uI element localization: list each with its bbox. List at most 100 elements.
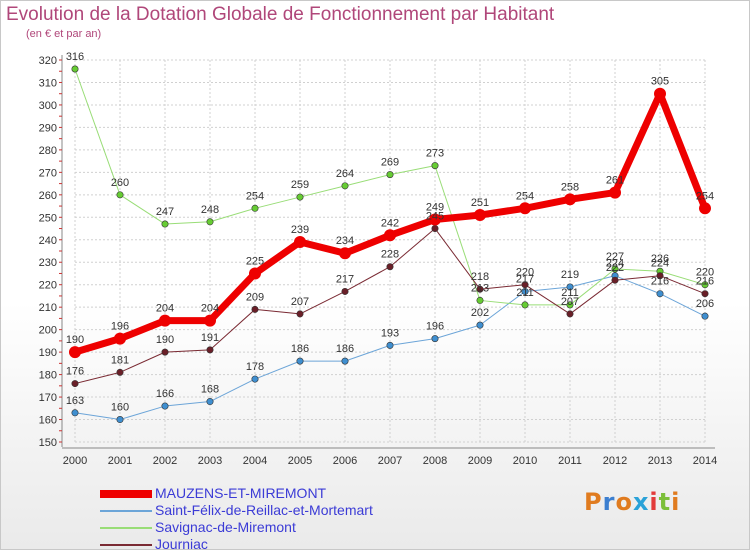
data-point-0 xyxy=(429,213,441,226)
data-point-1 xyxy=(386,341,394,349)
data-label-3: 207 xyxy=(561,296,579,308)
x-tick-label: 2009 xyxy=(468,455,492,467)
data-label-1: 160 xyxy=(111,402,129,414)
data-label-0: 190 xyxy=(66,334,84,346)
legend-item-2: Savignac-de-Miremont xyxy=(100,519,440,536)
data-point-0 xyxy=(249,267,261,280)
data-label-3: 181 xyxy=(111,354,129,366)
data-label-2: 264 xyxy=(336,168,354,180)
data-label-3: 224 xyxy=(651,258,669,270)
y-tick-label: 290 xyxy=(39,122,57,134)
data-point-2 xyxy=(296,193,304,201)
y-tick-label: 170 xyxy=(39,392,57,404)
data-label-2: 269 xyxy=(381,157,399,169)
data-point-2 xyxy=(701,281,709,289)
data-point-0 xyxy=(294,236,306,249)
data-point-3 xyxy=(116,368,124,376)
data-point-0 xyxy=(204,314,216,327)
data-label-0: 196 xyxy=(111,321,129,333)
data-point-3 xyxy=(206,346,214,354)
x-tick-label: 2004 xyxy=(243,455,267,467)
y-tick-label: 270 xyxy=(39,167,57,179)
data-point-3 xyxy=(386,263,394,271)
x-tick-label: 2014 xyxy=(693,455,717,467)
data-label-3: 222 xyxy=(606,262,624,274)
data-point-2 xyxy=(161,220,169,228)
data-label-3: 218 xyxy=(471,271,489,283)
data-point-3 xyxy=(251,305,259,313)
data-point-1 xyxy=(521,287,529,295)
x-tick-label: 2002 xyxy=(153,455,177,467)
logo-letter: P xyxy=(584,488,603,516)
data-label-0: 204 xyxy=(156,303,174,315)
data-point-2 xyxy=(521,301,529,309)
data-label-3: 245 xyxy=(426,211,444,223)
data-point-3 xyxy=(476,285,484,293)
data-label-0: 249 xyxy=(426,202,444,214)
data-label-2: 260 xyxy=(111,177,129,189)
data-label-0: 239 xyxy=(291,224,309,236)
data-label-2: 259 xyxy=(291,179,309,191)
logo-letter: o xyxy=(615,488,633,516)
legend-label: Saint-Félix-de-Reillac-et-Mortemart xyxy=(155,502,373,518)
data-label-1: 178 xyxy=(246,361,264,373)
data-label-2: 316 xyxy=(66,51,84,63)
data-point-1 xyxy=(656,290,664,298)
data-label-2: 254 xyxy=(246,190,264,202)
data-label-1: 224 xyxy=(606,258,624,270)
data-point-0 xyxy=(384,229,396,242)
x-tick-label: 2000 xyxy=(63,455,87,467)
data-label-3: 207 xyxy=(291,296,309,308)
x-tick-label: 2006 xyxy=(333,455,357,467)
data-label-3: 228 xyxy=(381,249,399,261)
data-label-1: 168 xyxy=(201,384,219,396)
y-tick-label: 160 xyxy=(39,415,57,427)
data-point-3 xyxy=(521,281,529,289)
data-point-2 xyxy=(116,191,124,199)
legend-label: Journiac xyxy=(155,536,208,552)
y-tick-label: 240 xyxy=(39,235,57,247)
data-label-3: 190 xyxy=(156,334,174,346)
data-point-1 xyxy=(476,321,484,329)
x-tick-label: 2010 xyxy=(513,455,537,467)
x-tick-label: 2001 xyxy=(108,455,132,467)
data-point-1 xyxy=(701,312,709,320)
data-label-1: 217 xyxy=(516,273,534,285)
data-label-0: 204 xyxy=(201,303,219,315)
logo-letter: r xyxy=(602,488,616,516)
data-label-1: 163 xyxy=(66,395,84,407)
y-tick-label: 280 xyxy=(39,145,57,157)
data-point-2 xyxy=(611,265,619,273)
data-point-1 xyxy=(296,357,304,365)
y-tick-label: 150 xyxy=(39,437,57,449)
data-label-3: 217 xyxy=(336,273,354,285)
y-tick-label: 220 xyxy=(39,280,57,292)
data-point-3 xyxy=(656,272,664,280)
data-label-0: 254 xyxy=(516,190,534,202)
data-label-3: 216 xyxy=(696,276,714,288)
data-label-2: 248 xyxy=(201,204,219,216)
data-point-0 xyxy=(159,314,171,327)
data-label-1: 219 xyxy=(561,269,579,281)
data-point-2 xyxy=(251,204,259,212)
data-point-3 xyxy=(611,276,619,284)
data-label-0: 258 xyxy=(561,181,579,193)
data-label-1: 202 xyxy=(471,307,489,319)
data-point-0 xyxy=(519,202,531,215)
proxiti-logo: Proxiti xyxy=(584,488,680,516)
data-label-1: 186 xyxy=(336,343,354,355)
data-label-1: 206 xyxy=(696,298,714,310)
data-point-3 xyxy=(341,287,349,295)
data-point-0 xyxy=(564,193,576,206)
data-point-1 xyxy=(251,375,259,383)
y-tick-label: 200 xyxy=(39,325,57,337)
data-point-0 xyxy=(69,346,81,359)
y-tick-label: 250 xyxy=(39,212,57,224)
x-tick-label: 2008 xyxy=(423,455,447,467)
data-label-3: 220 xyxy=(516,267,534,279)
data-label-0: 225 xyxy=(246,255,264,267)
y-tick-label: 310 xyxy=(39,77,57,89)
legend-label: MAUZENS-ET-MIREMONT xyxy=(155,485,327,501)
data-label-1: 193 xyxy=(381,327,399,339)
data-point-2 xyxy=(206,218,214,226)
